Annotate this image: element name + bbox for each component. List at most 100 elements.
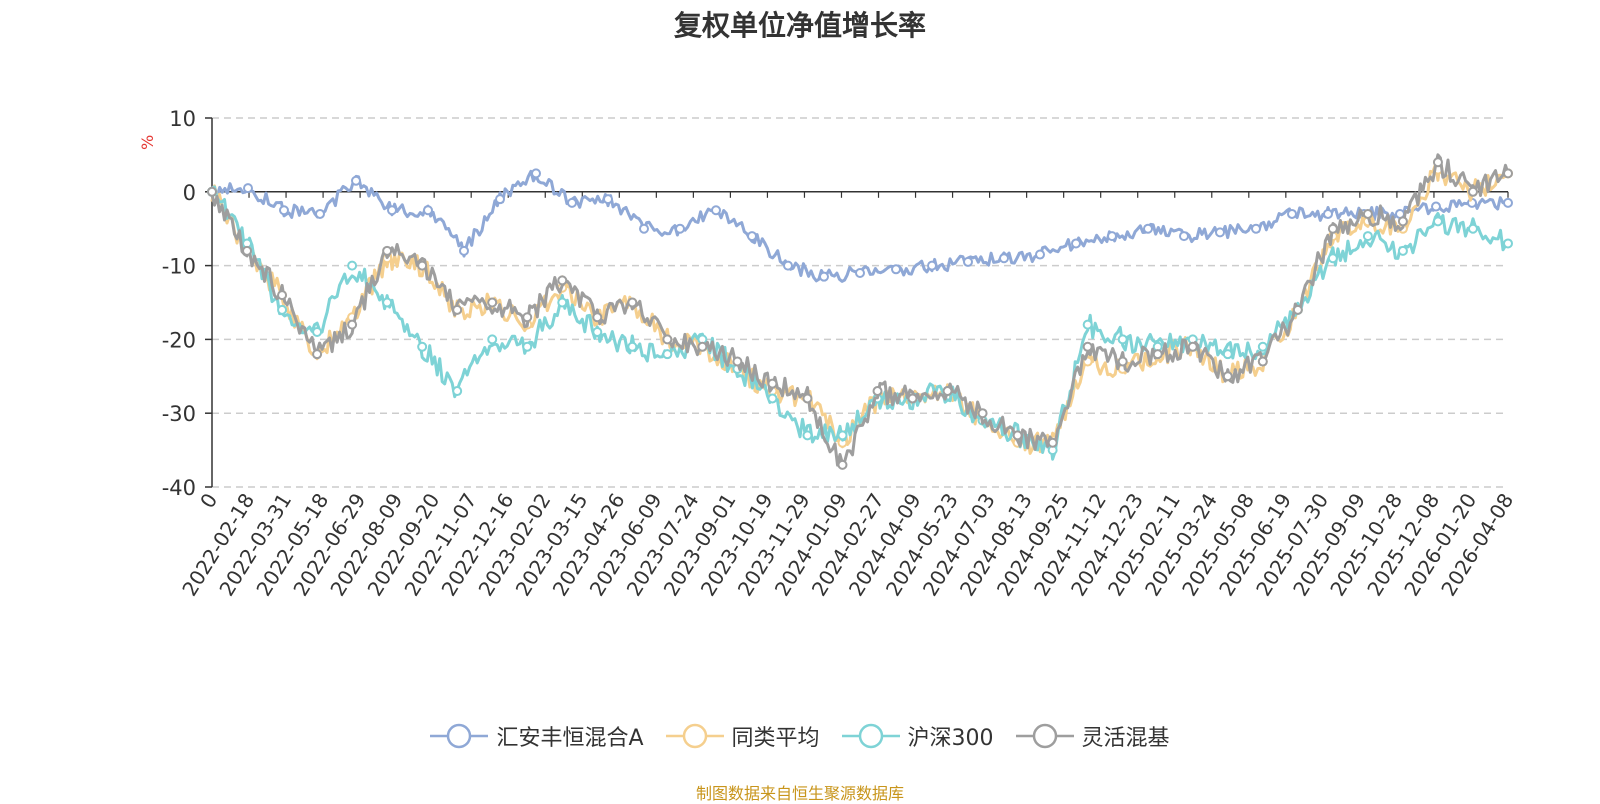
series-point [767, 378, 778, 389]
y-tick-label: -30 [162, 402, 196, 426]
series-point [767, 393, 778, 404]
series-point [1257, 341, 1268, 352]
series-point [382, 245, 393, 256]
series-point [495, 194, 505, 205]
series-point [567, 197, 577, 208]
series-point [1287, 208, 1297, 219]
legend-item-2[interactable]: 同类平均 [665, 720, 820, 752]
series-point [522, 312, 533, 323]
legend-label: 沪深300 [907, 726, 994, 751]
series-point [711, 205, 721, 216]
series-point [855, 267, 865, 278]
series-point [603, 194, 613, 205]
series-point [347, 319, 358, 330]
series-point [963, 256, 973, 267]
series-point [675, 223, 685, 234]
series-point [977, 408, 988, 419]
series-point [1362, 208, 1373, 219]
series-point [1503, 168, 1513, 179]
series-point [627, 341, 638, 352]
series-point [312, 327, 323, 338]
legend-marker-icon [430, 723, 489, 749]
series-point [1362, 231, 1373, 242]
legend-item-1[interactable]: 汇安丰恒混合A [430, 720, 644, 752]
series-point [1187, 341, 1198, 352]
series-point [837, 459, 848, 470]
y-tick-label: -20 [162, 328, 196, 352]
series-point [1467, 186, 1478, 197]
series-point [557, 297, 568, 308]
series-point [1152, 349, 1163, 360]
series-point [1503, 238, 1513, 249]
series-point [662, 349, 673, 360]
series-point [387, 205, 397, 216]
series-point [522, 341, 533, 352]
series-point [639, 223, 649, 234]
x-tick-label: 0 [195, 489, 222, 513]
legend-item-3[interactable]: 沪深300 [841, 720, 994, 752]
series-point [487, 334, 498, 345]
series-point [1117, 334, 1128, 345]
series-point [1327, 223, 1338, 234]
plot-area: 100-10-20-30-4002022-02-182022-03-312022… [162, 107, 1519, 600]
series-point [927, 260, 937, 271]
series-point [1292, 304, 1303, 315]
series-point [452, 304, 463, 315]
chart-title: 复权单位净值增长率 [673, 9, 926, 42]
series-point [1467, 223, 1478, 234]
legend-label: 同类平均 [731, 726, 820, 751]
series-point [627, 297, 638, 308]
legend-item-4[interactable]: 灵活混基 [1015, 720, 1170, 752]
series-point [1397, 245, 1408, 256]
series-point [837, 430, 848, 441]
series-point [942, 386, 953, 397]
series-point [382, 297, 393, 308]
series-point [243, 183, 253, 194]
series-point [1215, 227, 1225, 238]
series-point [732, 356, 743, 367]
series-line-4 [210, 153, 1510, 467]
series-point [802, 430, 813, 441]
series-point [1035, 249, 1045, 260]
series-point [452, 386, 463, 397]
series-point [487, 297, 498, 308]
series-point [1143, 223, 1153, 234]
series-point [417, 341, 428, 352]
series-point [242, 245, 253, 256]
series-point [592, 312, 603, 323]
legend: 汇安丰恒混合A 同类平均 沪深300 灵活混基 [0, 720, 1600, 752]
series-point [747, 231, 757, 242]
series-point [277, 290, 288, 301]
series-point [1082, 341, 1093, 352]
series-point [351, 175, 361, 186]
series-point [207, 186, 217, 197]
series-point [1257, 356, 1268, 367]
series-point [557, 275, 568, 286]
series-point [1222, 371, 1233, 382]
series-point [417, 260, 428, 271]
series-point [1432, 216, 1443, 227]
series-point [347, 260, 358, 271]
series-point [891, 264, 901, 275]
series-point [1431, 201, 1441, 212]
series-point [1327, 253, 1338, 264]
series-point [1012, 430, 1023, 441]
series-line-2 [210, 159, 1510, 455]
series-point [1071, 238, 1081, 249]
series-point [697, 341, 708, 352]
series-point [1117, 356, 1128, 367]
series-point [312, 349, 323, 360]
series-point [277, 304, 288, 315]
y-tick-label: 0 [183, 181, 196, 205]
series-point [423, 205, 433, 216]
series-point [1082, 319, 1093, 330]
y-tick-label: 10 [169, 107, 196, 131]
series-point [592, 327, 603, 338]
legend-marker-icon [1015, 723, 1074, 749]
series-point [1179, 231, 1189, 242]
source-note: 制图数据来自恒生聚源数据库 [695, 784, 904, 803]
series-point [1107, 231, 1117, 242]
series-point [907, 393, 918, 404]
series-point [1397, 216, 1408, 227]
legend-label: 灵活混基 [1081, 726, 1170, 751]
